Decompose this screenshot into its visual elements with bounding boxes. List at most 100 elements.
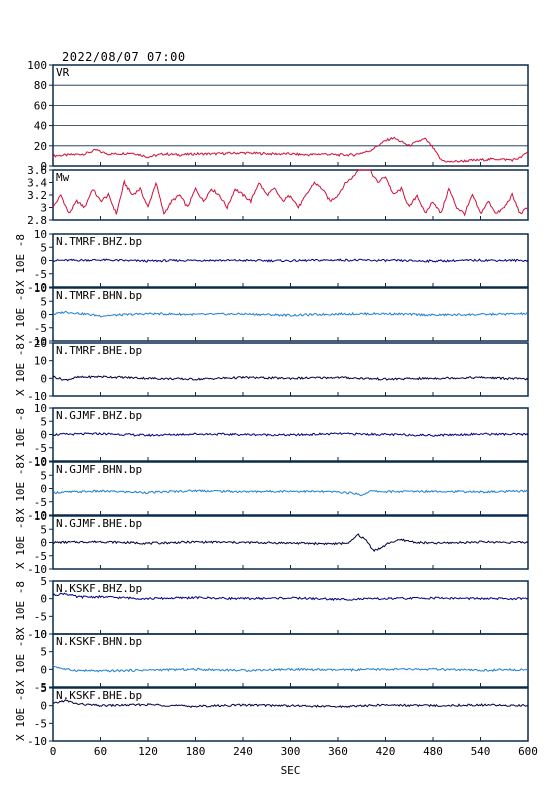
ytick-label-2-3: 5 — [40, 241, 47, 254]
xtick-label-6: 360 — [328, 745, 348, 758]
ytick-label-9-0: -5 — [34, 681, 47, 694]
ytick-label-8-1: -5 — [34, 610, 47, 623]
ytick-label-6-4: 10 — [34, 456, 47, 469]
ytick-label-1-0: 2.8 — [27, 214, 47, 227]
panel-label-7: N.GJMF.BHE.bp — [56, 517, 142, 530]
ytick-label-5-1: -5 — [34, 442, 47, 455]
ytick-label-5-3: 5 — [40, 415, 47, 428]
xtick-label-5: 300 — [281, 745, 301, 758]
ytick-label-3-4: 10 — [34, 282, 47, 295]
ytick-label-9-3: 10 — [34, 628, 47, 641]
ytick-label-2-0: -10 — [27, 281, 47, 294]
ytick-label-2-1: -5 — [34, 268, 47, 281]
ytick-label-8-0: -10 — [27, 628, 47, 641]
ytick-label-9-2: 5 — [40, 646, 47, 659]
ytick-label-6-3: 5 — [40, 469, 47, 482]
ytick-label-7-2: 0 — [40, 537, 47, 550]
series-line-3 — [52, 310, 529, 318]
panel-label-8: N.KSKF.BHZ.bp — [56, 582, 142, 595]
xtick-label-8: 480 — [423, 745, 443, 758]
y-axis-label-2: X 10E -8 — [14, 234, 27, 287]
ytick-label-10-3: 5 — [40, 682, 47, 695]
panel-label-10: N.KSKF.BHE.bp — [56, 689, 142, 702]
panel-label-4: N.TMRF.BHE.bp — [56, 344, 142, 357]
panel-label-5: N.GJMF.BHZ.bp — [56, 409, 142, 422]
ytick-label-2-2: 0 — [40, 255, 47, 268]
series-line-8 — [52, 592, 529, 602]
ytick-label-1-1: 3 — [40, 202, 47, 215]
ytick-label-7-0: -10 — [27, 563, 47, 576]
xtick-label-2: 120 — [138, 745, 158, 758]
figure-datetime: 2022/08/07 07:00 — [62, 50, 186, 64]
panel-frame-1 — [52, 169, 529, 221]
series-line-7 — [53, 533, 529, 553]
ytick-label-0-2: 40 — [34, 120, 47, 133]
ytick-label-5-2: 0 — [40, 429, 47, 442]
ytick-label-2-4: 10 — [34, 228, 47, 241]
y-axis-label-10: X 10E -8 — [14, 688, 27, 741]
ytick-label-7-4: 10 — [34, 510, 47, 523]
ytick-label-1-4: 3.6 — [27, 164, 47, 177]
y-axis-label-9: X 10E -8 — [14, 634, 27, 687]
ytick-label-10-2: 0 — [40, 700, 47, 713]
series-line-4 — [52, 375, 529, 382]
ytick-label-0-0: 0 — [40, 160, 47, 173]
ytick-label-1-3: 3.4 — [27, 177, 47, 190]
series-line-10 — [52, 699, 529, 709]
xtick-label-3: 180 — [186, 745, 206, 758]
ytick-label-9-1: 0 — [40, 663, 47, 676]
ytick-label-3-1: -5 — [34, 322, 47, 335]
y-axis-label-6: X 10E -8 — [14, 462, 27, 515]
ytick-label-0-3: 60 — [34, 99, 47, 112]
panel-label-3: N.TMRF.BHN.bp — [56, 289, 142, 302]
ytick-label-6-1: -5 — [34, 496, 47, 509]
y-axis-label-4: X 10E -8 — [14, 343, 27, 396]
y-axis-label-5: X 10E -8 — [14, 408, 27, 461]
xtick-label-4: 240 — [233, 745, 253, 758]
ytick-label-0-4: 80 — [34, 79, 47, 92]
series-line-5 — [52, 432, 529, 437]
xtick-label-1: 60 — [94, 745, 107, 758]
ytick-label-4-3: 20 — [34, 337, 47, 350]
xtick-label-10: 600 — [518, 745, 538, 758]
ytick-label-7-3: 5 — [40, 523, 47, 536]
ytick-label-7-1: -5 — [34, 550, 47, 563]
ytick-label-10-1: -5 — [34, 717, 47, 730]
ytick-label-3-2: 0 — [40, 309, 47, 322]
ytick-label-0-1: 20 — [34, 140, 47, 153]
ytick-label-4-1: 0 — [40, 372, 47, 385]
ytick-label-5-0: -10 — [27, 455, 47, 468]
panel-label-1: Mw — [56, 171, 70, 184]
xtick-label-9: 540 — [471, 745, 491, 758]
series-line-6 — [52, 489, 529, 497]
panel-label-9: N.KSKF.BHN.bp — [56, 635, 142, 648]
y-axis-label-7: X 10E -8 — [14, 516, 27, 569]
ytick-label-3-0: -10 — [27, 335, 47, 348]
ytick-label-10-0: -10 — [27, 735, 47, 748]
series-line-2 — [52, 258, 529, 263]
ytick-label-8-2: 0 — [40, 593, 47, 606]
xtick-label-0: 0 — [50, 745, 57, 758]
ytick-label-8-3: 5 — [40, 575, 47, 588]
panel-label-2: N.TMRF.BHZ.bp — [56, 235, 142, 248]
ytick-label-5-4: 10 — [34, 402, 47, 415]
panel-frame-0 — [52, 64, 529, 167]
ytick-label-4-0: -10 — [27, 390, 47, 403]
series-line-1 — [52, 169, 529, 217]
series-line-9 — [52, 664, 528, 673]
panel-label-0: VR — [56, 66, 70, 79]
y-axis-label-8: X 10E -8 — [14, 581, 27, 634]
ytick-label-1-2: 3.2 — [27, 189, 47, 202]
ytick-label-4-2: 10 — [34, 355, 47, 368]
y-axis-label-3: X 10E -8 — [14, 288, 27, 341]
series-line-0 — [52, 136, 529, 163]
x-axis-title: SEC — [281, 764, 301, 777]
xtick-label-7: 420 — [376, 745, 396, 758]
ytick-label-0-5: 100 — [27, 59, 47, 72]
ytick-label-3-3: 5 — [40, 295, 47, 308]
ytick-label-6-2: 0 — [40, 483, 47, 496]
panel-label-6: N.GJMF.BHN.bp — [56, 463, 142, 476]
ytick-label-6-0: -10 — [27, 509, 47, 522]
